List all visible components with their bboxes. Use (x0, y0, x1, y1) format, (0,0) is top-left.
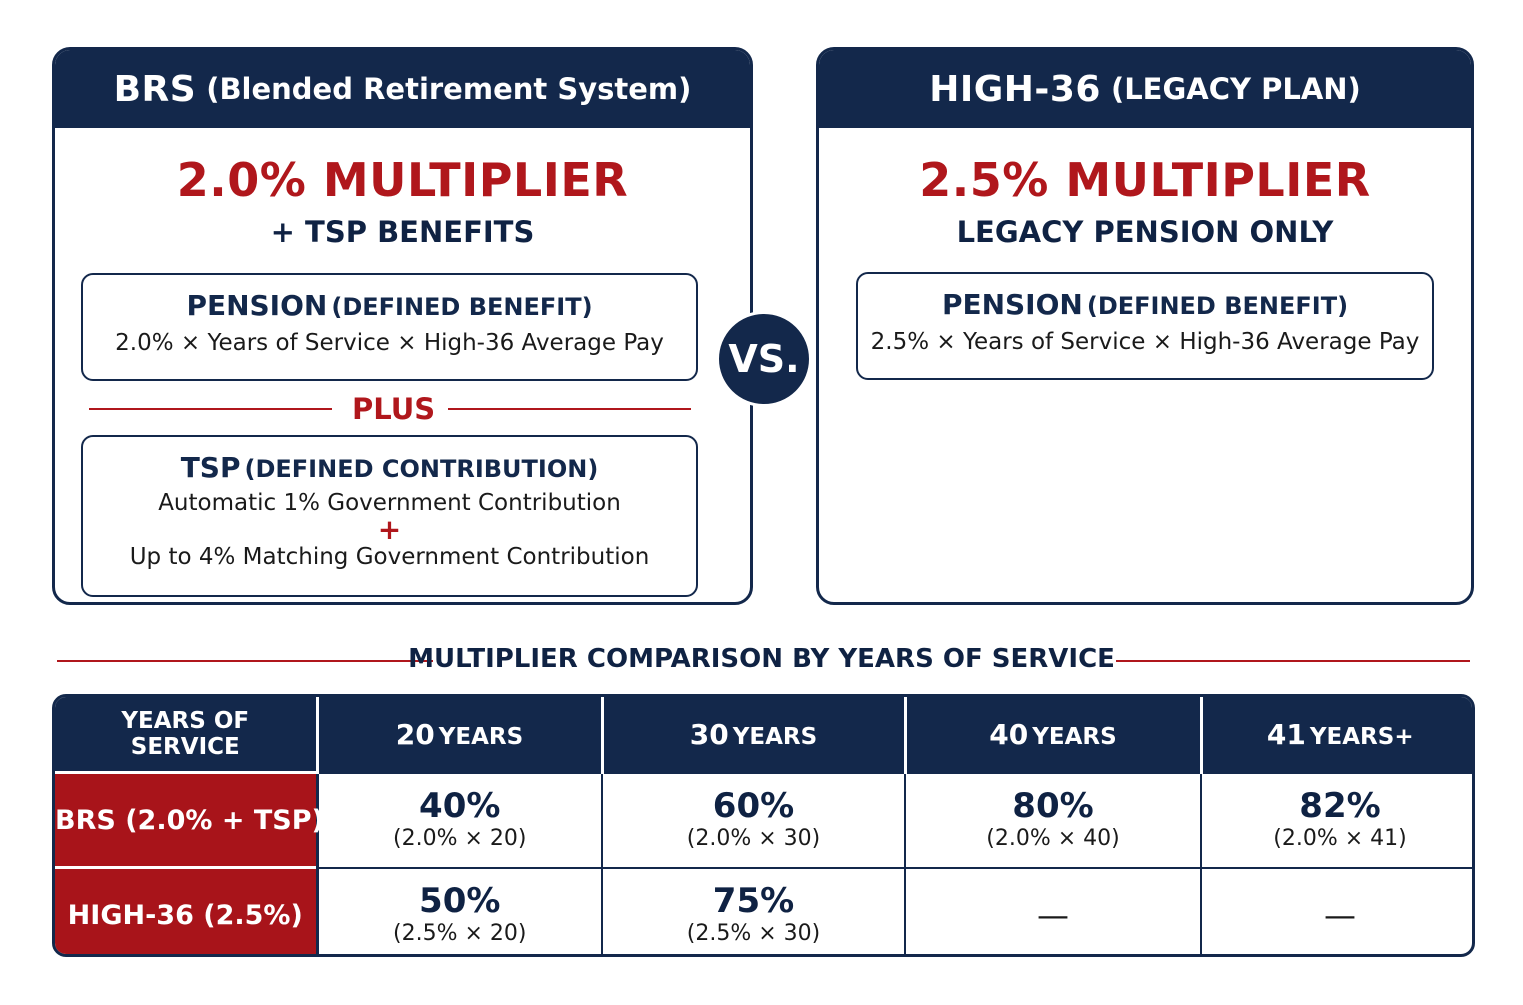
cell-not-applicable: — (1037, 895, 1069, 934)
column-header-unit: YEARS (732, 723, 818, 750)
legacy-pension-title: PENSION (DEFINED BENEFIT) (858, 288, 1432, 321)
column-header-unit: YEARS (438, 723, 524, 750)
brs-subtitle: + TSP BENEFITS (270, 215, 535, 249)
vs-badge: VS. (716, 311, 812, 407)
legacy-pension-formula: 2.5% × Years of Service × High-36 Averag… (870, 329, 1420, 355)
table-cell: — (1201, 866, 1472, 954)
table-cell: 80% (2.0% × 40) (905, 771, 1202, 868)
legacy-pension-box: PENSION (DEFINED BENEFIT) 2.5% × Years of… (856, 272, 1434, 380)
brs-multiplier: 2.0% MULTIPLIER (176, 153, 629, 207)
column-header-number: 41 (1266, 717, 1306, 751)
comparison-rule-left (57, 660, 433, 662)
cell-formula: (2.0% × 40) (986, 826, 1120, 851)
column-header-number: 20 (395, 717, 435, 751)
plus-divider-left (89, 408, 332, 410)
tsp-matching-contribution: Up to 4% Matching Government Contributio… (129, 544, 650, 570)
brs-pension-formula: 2.0% × Years of Service × High-36 Averag… (115, 330, 664, 356)
tsp-plus-sign: + (377, 513, 402, 546)
cell-value: 60% (712, 786, 795, 826)
corner-header: YEARS OF SERVICE (55, 697, 319, 773)
cell-formula: (2.5% × 30) (686, 920, 821, 946)
brs-pension-title-sub: (DEFINED BENEFIT) (331, 293, 593, 321)
table-cell: 50% (2.5% × 20) (317, 866, 603, 954)
column-header-number: 30 (689, 717, 729, 751)
column-header: 20 YEARS (317, 697, 604, 773)
table-cell: 60% (2.0% × 30) (602, 771, 906, 868)
cell-value: 82% (1299, 786, 1381, 826)
cell-not-applicable: — (1324, 895, 1356, 934)
column-header-number: 40 (989, 717, 1029, 751)
cell-value: 50% (419, 880, 501, 921)
cell-formula: (2.0% × 20) (393, 826, 527, 851)
brs-header-title: BRS (113, 68, 197, 110)
table-row-brs: BRS (2.0% + TSP) 40% (2.0% × 20) 60% (2.… (55, 771, 1472, 868)
column-header: 41 YEARS+ (1201, 697, 1472, 773)
legacy-multiplier: 2.5% MULTIPLIER (919, 153, 1371, 207)
column-header: 40 YEARS (905, 697, 1203, 773)
table-cell: 40% (2.0% × 20) (317, 771, 603, 868)
cell-formula: (2.5% × 20) (393, 920, 527, 946)
legacy-header-title: HIGH-36 (929, 68, 1101, 110)
legacy-pension-title-main: PENSION (941, 288, 1083, 321)
column-header-unit: YEARS+ (1309, 723, 1414, 750)
tsp-automatic-contribution: Automatic 1% Government Contribution (158, 490, 621, 516)
legacy-pension-title-sub: (DEFINED BENEFIT) (1086, 292, 1349, 320)
corner-header-line1: YEARS OF (121, 708, 250, 734)
legacy-header-subtitle: (LEGACY PLAN) (1110, 72, 1361, 106)
legacy-card-header: HIGH-36 (LEGACY PLAN) (819, 50, 1471, 128)
comparison-title: MULTIPLIER COMPARISON BY YEARS OF SERVIC… (408, 644, 1115, 674)
brs-plan-card: BRS (Blended Retirement System) 2.0% MUL… (52, 47, 753, 605)
brs-pension-box: PENSION (DEFINED BENEFIT) 2.0% × Years of… (81, 273, 698, 381)
table-cell: — (905, 866, 1202, 954)
legacy-plan-card: HIGH-36 (LEGACY PLAN) 2.5% MULTIPLIER LE… (816, 47, 1474, 605)
cell-formula: (2.0% × 41) (1273, 826, 1407, 851)
brs-tsp-title-main: TSP (180, 451, 241, 484)
brs-tsp-box: TSP (DEFINED CONTRIBUTION) Automatic 1% G… (81, 435, 698, 597)
brs-tsp-title: TSP (DEFINED CONTRIBUTION) (83, 451, 696, 484)
brs-pension-title-main: PENSION (186, 289, 328, 322)
table-header-row: YEARS OF SERVICE 20 YEARS 30 YEARS 40 YEARS… (55, 697, 1472, 773)
comparison-table: YEARS OF SERVICE 20 YEARS 30 YEARS 40 YEARS… (52, 694, 1475, 957)
row-label-brs: BRS (2.0% + TSP) (55, 771, 324, 868)
plus-label: PLUS (352, 392, 436, 426)
brs-pension-title: PENSION (DEFINED BENEFIT) (83, 289, 696, 322)
column-header: 30 YEARS (602, 697, 907, 773)
cell-formula: (2.0% × 30) (686, 826, 821, 851)
cell-value: 40% (419, 786, 501, 826)
brs-header-subtitle: (Blended Retirement System) (206, 72, 692, 106)
comparison-rule-right (1116, 660, 1470, 662)
legacy-subtitle: LEGACY PENSION ONLY (956, 215, 1334, 249)
table-cell: 75% (2.5% × 30) (602, 866, 906, 954)
cell-value: 80% (1012, 786, 1094, 826)
row-label-high36: HIGH-36 (2.5%) (55, 866, 319, 954)
table-cell: 82% (2.0% × 41) (1201, 771, 1472, 868)
corner-header-line2: SERVICE (130, 734, 240, 760)
column-header-unit: YEARS (1032, 723, 1117, 750)
plus-divider-right (448, 408, 691, 410)
table-row-high36: HIGH-36 (2.5%) 50% (2.5% × 20) 75% (2.5%… (55, 866, 1472, 954)
brs-card-header: BRS (Blended Retirement System) (55, 50, 750, 128)
cell-value: 75% (712, 880, 795, 921)
brs-tsp-title-sub: (DEFINED CONTRIBUTION) (244, 455, 599, 483)
